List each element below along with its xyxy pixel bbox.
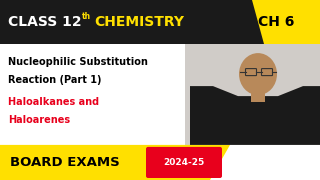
Text: Nucleophilic Substitution: Nucleophilic Substitution: [8, 57, 148, 67]
Bar: [0, 145, 210, 180]
Polygon shape: [252, 0, 320, 44]
Polygon shape: [190, 86, 320, 145]
Text: Reaction (Part 1): Reaction (Part 1): [8, 75, 101, 85]
Text: Haloarenes: Haloarenes: [8, 115, 70, 125]
Text: BOARD EXAMS: BOARD EXAMS: [10, 156, 120, 169]
Bar: [251, 86, 265, 102]
Ellipse shape: [239, 53, 277, 95]
Polygon shape: [0, 145, 230, 180]
FancyBboxPatch shape: [146, 147, 222, 178]
Text: th: th: [82, 12, 91, 21]
Text: CHEMISTRY: CHEMISTRY: [94, 15, 184, 29]
Text: Haloalkanes and: Haloalkanes and: [8, 97, 99, 107]
Bar: [185, 44, 320, 145]
Text: CLASS 12: CLASS 12: [8, 15, 82, 29]
Bar: [0, 0, 320, 44]
Text: 2024-25: 2024-25: [164, 158, 204, 167]
Text: CH 6: CH 6: [258, 15, 294, 29]
Bar: [0, 44, 320, 145]
